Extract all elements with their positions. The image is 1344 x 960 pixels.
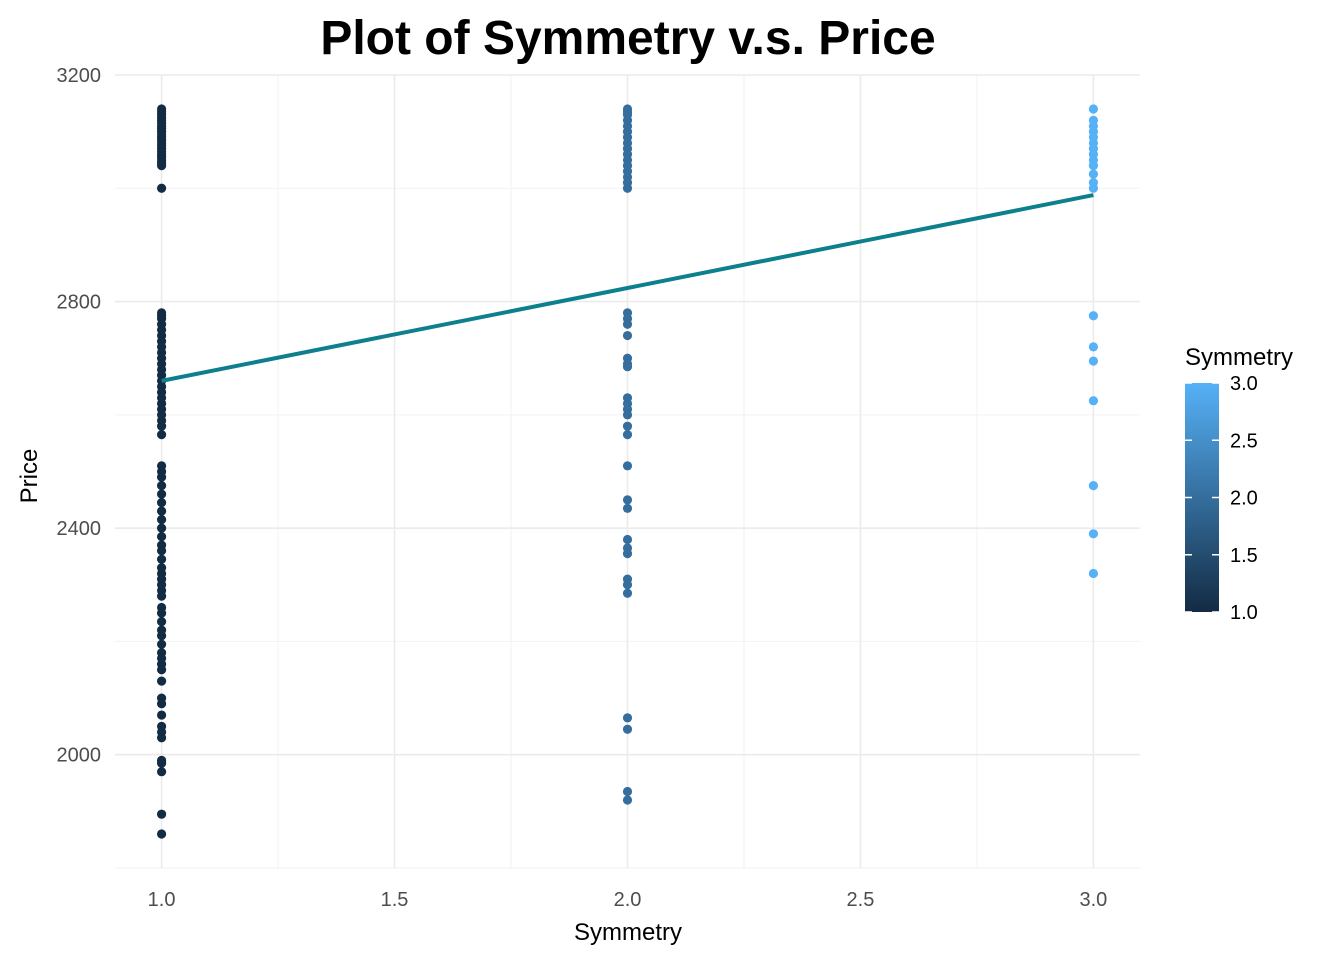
- data-point: [1088, 481, 1099, 491]
- trend-line: [161, 193, 1094, 383]
- data-point: [622, 724, 633, 734]
- data-point: [622, 786, 633, 797]
- data-point: [622, 534, 633, 545]
- data-point: [156, 183, 167, 193]
- color-legend: Symmetry 1.0 1.5 2.0 2.5 3.0: [1185, 344, 1293, 624]
- data-point: [622, 795, 633, 805]
- x-tick-label: 2.0: [614, 889, 642, 911]
- data-point: [156, 710, 167, 720]
- data-point: [1088, 396, 1099, 406]
- data-point: [156, 523, 167, 533]
- data-point: [156, 733, 167, 743]
- data-point: [156, 472, 167, 482]
- legend-tick-label: 3.0: [1230, 373, 1258, 395]
- x-tick-label: 3.0: [1080, 889, 1108, 911]
- data-point: [622, 183, 633, 193]
- data-point: [156, 515, 167, 525]
- data-point: [622, 330, 633, 341]
- data-points: [156, 104, 1099, 839]
- data-point: [622, 319, 633, 329]
- x-tick-label: 1.0: [148, 889, 176, 911]
- data-point: [1088, 311, 1099, 321]
- data-point: [1088, 104, 1099, 114]
- data-point: [622, 713, 633, 723]
- data-point: [1088, 169, 1099, 179]
- data-point: [622, 549, 633, 559]
- y-tick-label: 2800: [57, 292, 102, 314]
- data-point: [156, 554, 167, 564]
- chart-title: Plot of Symmetry v.s. Price: [320, 12, 935, 65]
- data-point: [622, 421, 633, 431]
- data-point: [1088, 342, 1099, 352]
- data-point: [622, 362, 633, 372]
- data-point: [156, 430, 167, 440]
- legend-tick-label: 1.0: [1230, 602, 1258, 624]
- legend-tick-label: 1.5: [1230, 545, 1258, 567]
- axes: 1.0 1.5 2.0 2.5 3.0 2000 2400 2800 3200: [57, 65, 1108, 911]
- data-point: [156, 676, 167, 686]
- data-point: [622, 588, 633, 598]
- data-point: [1088, 568, 1099, 579]
- legend-tick-label: 2.5: [1230, 430, 1258, 452]
- data-point: [622, 580, 633, 590]
- data-point: [622, 461, 633, 471]
- data-point: [156, 767, 167, 777]
- data-point: [156, 608, 167, 618]
- x-tick-label: 2.5: [847, 889, 875, 911]
- data-point: [156, 498, 167, 508]
- data-point: [156, 665, 167, 675]
- data-point: [1088, 356, 1099, 366]
- x-tick-label: 1.5: [381, 889, 409, 911]
- data-point: [156, 489, 167, 499]
- x-axis-title: Symmetry: [574, 919, 682, 946]
- trend-line-group: [161, 193, 1094, 383]
- data-point: [156, 421, 167, 431]
- data-point: [156, 506, 167, 516]
- plot-grid: [115, 74, 1140, 869]
- legend-tick-label: 2.0: [1230, 488, 1258, 510]
- data-point: [156, 809, 167, 819]
- data-point: [622, 495, 633, 505]
- y-tick-label: 2000: [57, 745, 102, 767]
- data-point: [156, 829, 167, 839]
- y-tick-label: 3200: [57, 65, 102, 87]
- data-point: [622, 410, 633, 420]
- data-point: [156, 532, 167, 542]
- y-axis-title: Price: [16, 449, 43, 504]
- data-point: [1088, 161, 1099, 171]
- data-point: [156, 546, 167, 556]
- y-tick-label: 2400: [57, 518, 102, 540]
- data-point: [156, 639, 167, 649]
- data-point: [622, 503, 633, 513]
- legend-title: Symmetry: [1185, 344, 1293, 371]
- data-point: [156, 699, 167, 709]
- data-point: [156, 617, 167, 627]
- data-point: [156, 591, 167, 601]
- data-point: [622, 430, 633, 440]
- data-point: [156, 161, 167, 171]
- data-point: [156, 631, 167, 641]
- data-point: [1088, 529, 1099, 539]
- data-point: [156, 758, 167, 768]
- data-point: [156, 481, 167, 491]
- data-point: [1088, 183, 1099, 193]
